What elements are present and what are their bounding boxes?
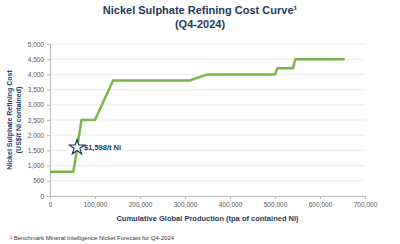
plot: 0 500 1,000 1,500 2,000 2,500 3,000 3,500 4,000 4…: [28, 41, 378, 208]
y-tick: 1,500: [28, 147, 50, 154]
grid-line: [50, 44, 365, 45]
x-tick-label: 700,000: [354, 201, 378, 208]
grid-line: [50, 104, 365, 105]
y-tick: 2,500: [28, 117, 50, 124]
y-tick-label: 2,000: [28, 132, 45, 139]
x-tick-label: 100,000: [84, 201, 108, 208]
x-tick: 400,000: [219, 196, 243, 208]
grid-line: [50, 135, 365, 136]
x-tick-label: 600,000: [309, 201, 333, 208]
y-tick-label: 3,000: [28, 101, 45, 108]
y-tick: 3,000: [28, 101, 50, 108]
y-axis-title-line: Nickel Sulphate Refining Cost: [6, 70, 14, 170]
x-tick: 300,000: [174, 196, 198, 208]
x-tick: 0: [49, 196, 53, 208]
title: Nickel Sulphate Refining Cost Curve¹: [103, 4, 298, 16]
y-tick: 500: [33, 177, 50, 184]
chart: Nickel Sulphate Refining Cost Curve¹ (Q4-…: [0, 0, 400, 244]
y-tick-mark: [47, 135, 50, 136]
subtitle: (Q4-2024): [175, 18, 225, 30]
y-tick: 4,000: [28, 71, 50, 78]
y-tick-mark: [47, 44, 50, 45]
y-axis-title: Nickel Sulphate Refining Cost(US$/t Ni c…: [6, 70, 23, 170]
y-tick-mark: [47, 166, 50, 167]
x-tick-label: 0: [49, 201, 53, 208]
x-tick: 600,000: [309, 196, 333, 208]
x-tick-mark: [50, 196, 51, 199]
y-tick-mark: [47, 120, 50, 121]
annotation-label: $1,598/t Ni: [84, 143, 121, 152]
y-tick-mark: [47, 150, 50, 151]
x-tick: 200,000: [129, 196, 153, 208]
y-tick-mark: [47, 90, 50, 91]
x-tick-mark: [185, 196, 186, 199]
y-axis: 0 500 1,000 1,500 2,000 2,500 3,000 3,500 4,000 4…: [28, 41, 51, 200]
grid-line: [50, 165, 365, 166]
x-tick: 100,000: [84, 196, 108, 208]
y-tick-label: 2,500: [28, 117, 45, 124]
x-axis: 0 100,000 200,000 300,000 400,000 500,000 600,…: [49, 196, 378, 208]
y-tick: 2,000: [28, 132, 50, 139]
x-tick-label: 400,000: [219, 201, 243, 208]
y-tick-label: 1,000: [28, 162, 45, 169]
x-tick-label: 500,000: [264, 201, 288, 208]
cost-curve: [50, 59, 345, 172]
grid-line: [50, 89, 365, 90]
x-axis-title: Cumulative Global Production (tpa of con…: [116, 214, 299, 223]
x-tick: 700,000: [354, 196, 378, 208]
grid-line: [50, 180, 365, 181]
y-tick-mark: [47, 74, 50, 75]
y-tick-label: 4,500: [28, 56, 45, 63]
y-tick: 3,500: [28, 86, 50, 93]
y-tick: 0: [40, 193, 50, 200]
y-tick: 1,000: [28, 162, 50, 169]
y-tick-mark: [47, 196, 50, 197]
y-axis-line: [47, 45, 51, 197]
x-axis-line: [51, 197, 366, 200]
x-tick-mark: [275, 196, 276, 199]
footnote: ¹ Benchmark Mineral Intelligence Nickel …: [10, 235, 175, 241]
y-tick-label: 500: [33, 177, 44, 184]
y-tick-mark: [47, 59, 50, 60]
x-tick-label: 300,000: [174, 201, 198, 208]
y-tick-label: 0: [40, 193, 44, 200]
x-tick-mark: [365, 196, 366, 199]
x-tick-mark: [230, 196, 231, 199]
y-tick-label: 4,000: [28, 71, 45, 78]
grid: [50, 44, 365, 196]
x-tick-mark: [140, 196, 141, 199]
grid-line: [50, 120, 365, 121]
annotation-marker: [69, 140, 84, 154]
x-tick-mark: [95, 196, 96, 199]
x-tick-label: 200,000: [129, 201, 153, 208]
y-tick-label: 3,500: [28, 86, 45, 93]
y-tick: 4,500: [28, 56, 50, 63]
y-tick-mark: [47, 105, 50, 106]
marks: [50, 59, 345, 172]
y-tick-label: 1,500: [28, 147, 45, 154]
y-tick: 5,000: [28, 41, 50, 48]
x-tick: 500,000: [264, 196, 288, 208]
y-axis-title-line: (US$/t Ni contained): [15, 87, 23, 154]
x-tick-mark: [320, 196, 321, 199]
y-tick-mark: [47, 181, 50, 182]
y-tick-label: 5,000: [28, 41, 45, 48]
